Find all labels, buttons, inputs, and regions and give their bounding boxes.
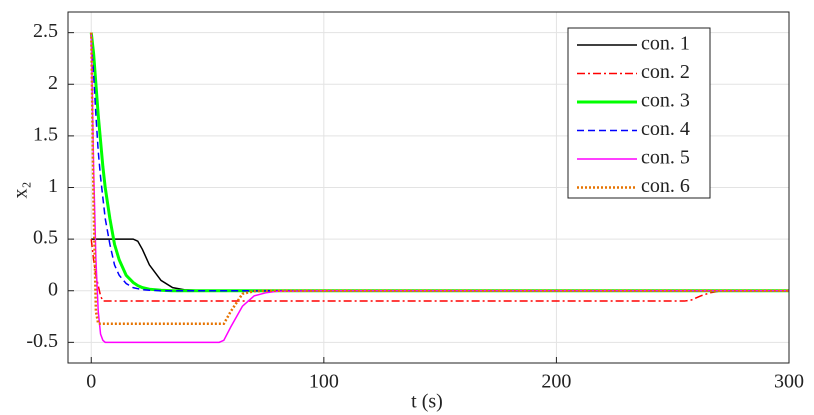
legend-label: con. 6 — [641, 175, 690, 197]
y-axis-label: x₂ — [10, 182, 32, 199]
y-tick-label: 0.5 — [33, 227, 58, 249]
axes-box — [67, 11, 790, 364]
legend-label: con. 1 — [641, 33, 690, 55]
legend-label: con. 4 — [641, 118, 690, 140]
y-tick-label: 2.5 — [33, 20, 58, 42]
y-tick-label: -0.5 — [26, 330, 58, 352]
legend-label: con. 2 — [641, 61, 690, 83]
legend-box — [567, 27, 711, 199]
series-line — [90, 32, 789, 344]
y-tick-label: 2 — [48, 72, 58, 94]
x-axis-label: t (s) — [411, 391, 443, 413]
x-tick-label: 200 — [541, 371, 571, 393]
legend-label: con. 3 — [641, 90, 690, 112]
x-tick-label: 100 — [309, 371, 339, 393]
y-tick-label: 1.5 — [33, 123, 58, 145]
legend-label: con. 5 — [641, 147, 690, 169]
series-line — [90, 32, 789, 326]
y-tick-label: 1 — [48, 175, 58, 197]
x-tick-label: 0 — [86, 371, 96, 393]
x-tick-label: 300 — [774, 371, 804, 393]
series-line — [90, 239, 789, 302]
y-tick-label: 0 — [48, 278, 58, 300]
